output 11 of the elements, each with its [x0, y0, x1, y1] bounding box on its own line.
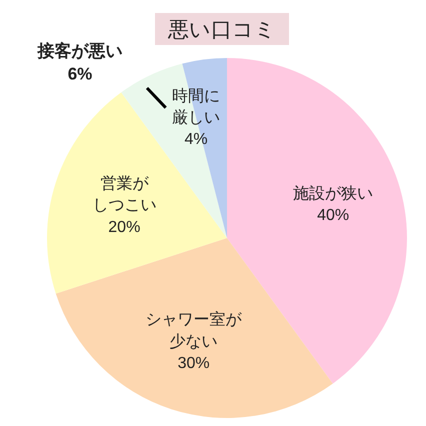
chart-title: 悪い口コミ [167, 18, 276, 42]
data-label: 40% [317, 206, 350, 224]
slice-label: 時間に厳しい [172, 87, 220, 127]
slice-label: シャワー室が少ない [146, 310, 243, 350]
data-label: 20% [108, 218, 140, 236]
data-label: 30% [178, 354, 210, 372]
slice-label: 営業がしつこい [92, 174, 156, 214]
slice-label: 施設が狭い [293, 184, 374, 202]
data-label: 6% [68, 64, 92, 84]
slice-label: 接客が悪い [36, 41, 122, 60]
data-label: 4% [184, 131, 208, 148]
